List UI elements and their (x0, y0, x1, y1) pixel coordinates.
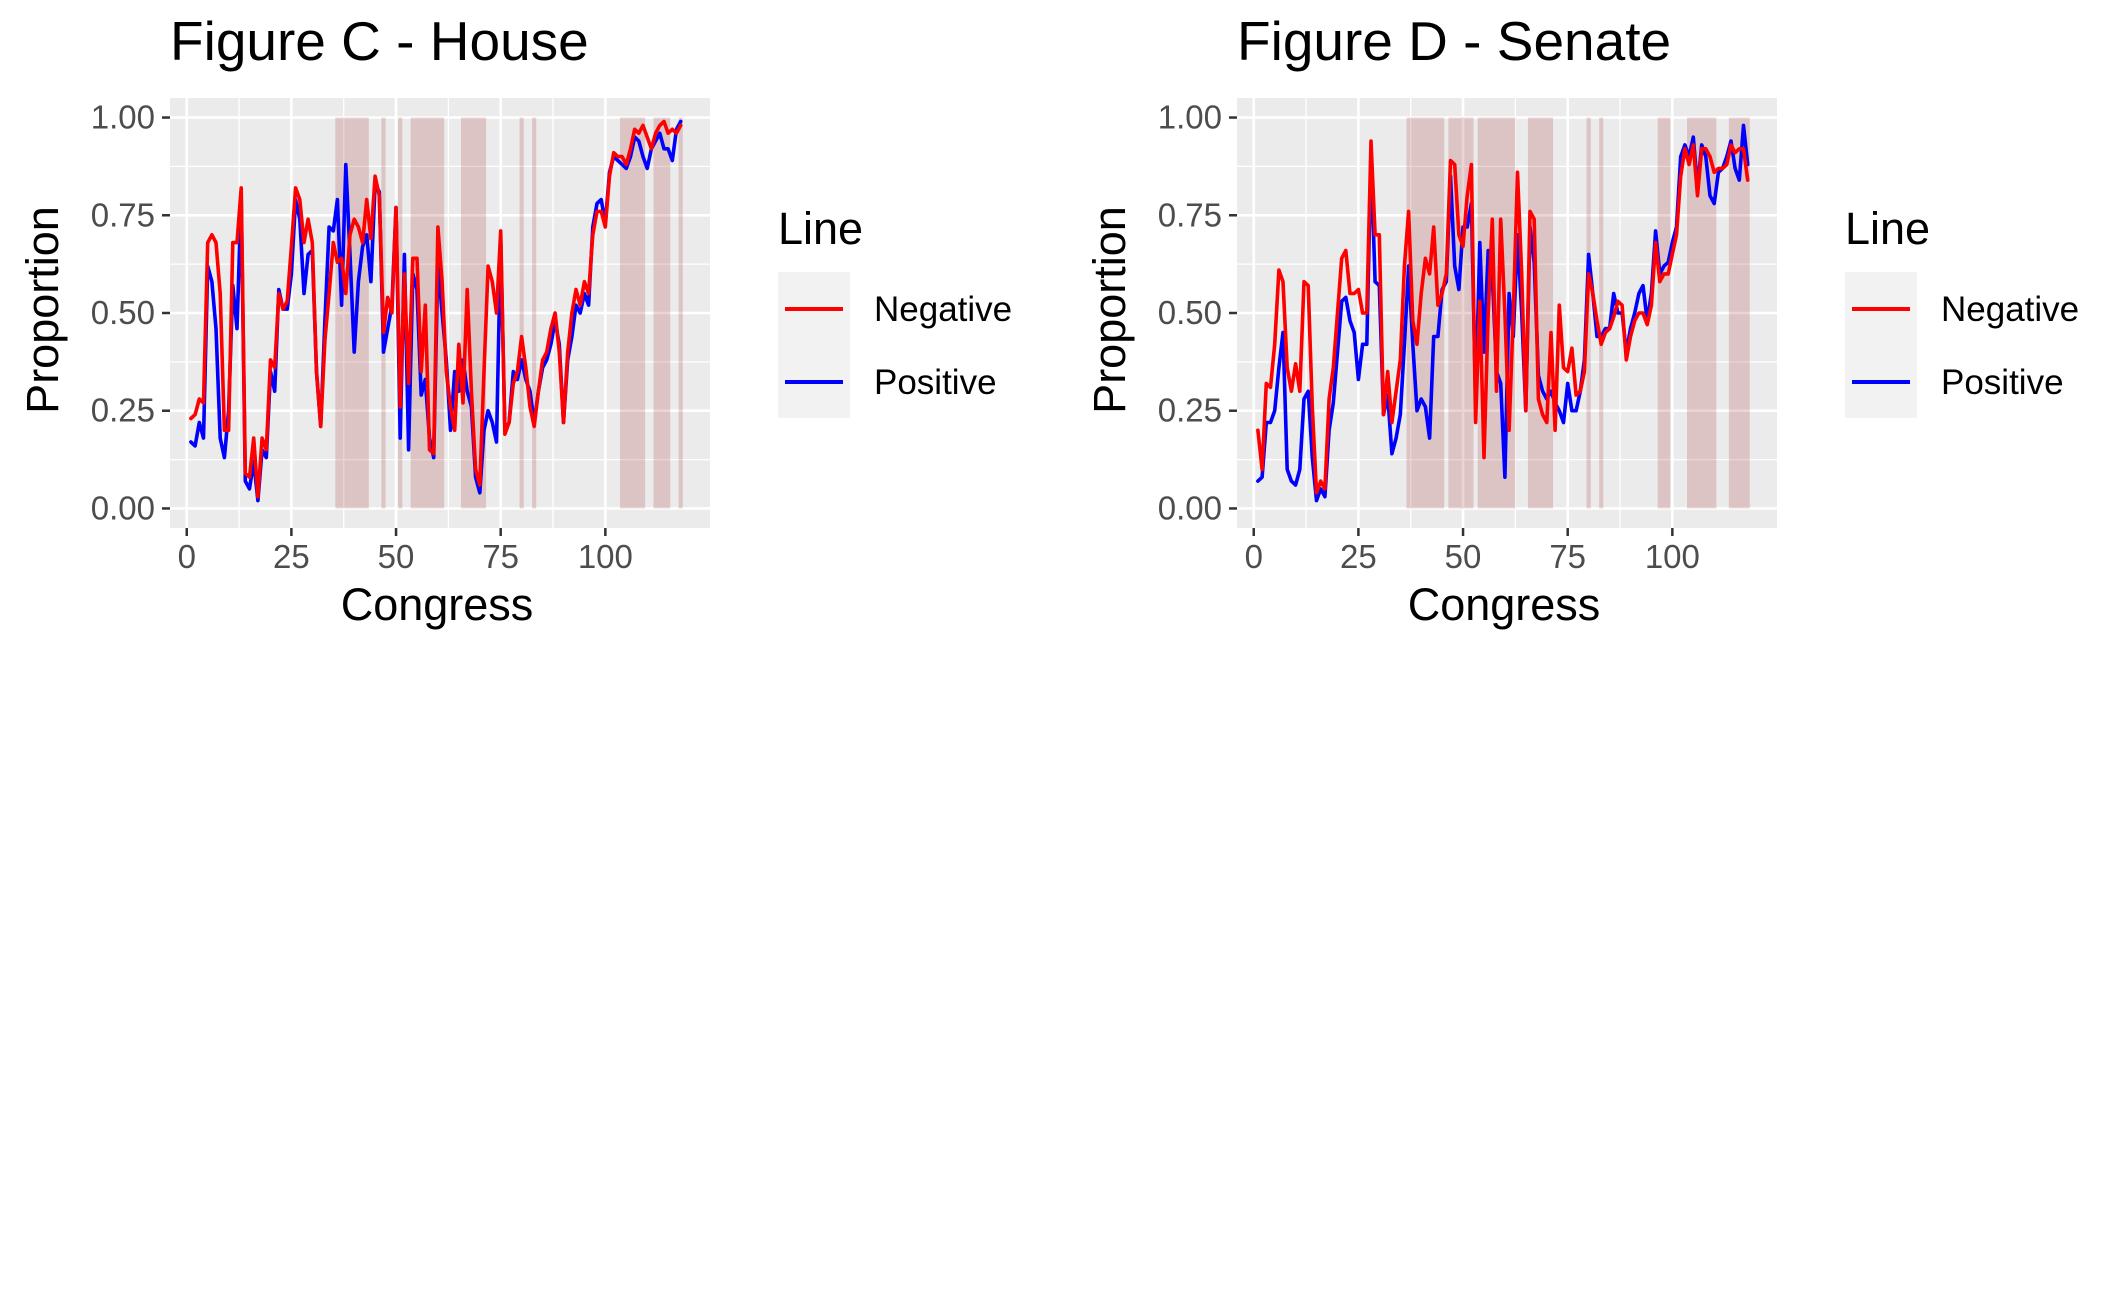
shaded-period (532, 117, 537, 509)
legend-senate: Line Negative Positive (1845, 203, 2079, 418)
x-tick-label: 25 (273, 538, 310, 575)
y-tick-label: 1.00 (91, 99, 155, 136)
x-tick-label: 100 (1645, 538, 1700, 575)
y-tick-label: 0.50 (91, 294, 155, 331)
legend-label-positive-house: Positive (874, 363, 997, 402)
y-axis-title-house: Proportion (17, 206, 68, 414)
shaded-period (1599, 117, 1604, 509)
plot-area-senate: 0 25 50 75 100 0.00 0.25 0.50 0.75 1.00 (1158, 98, 1777, 575)
x-tick-label: 25 (1340, 538, 1377, 575)
panel-house: Figure C - House 0 25 50 75 1000.000.250.500… (17, 10, 1012, 630)
shaded-period (620, 117, 646, 509)
chart-title-senate: Figure D - Senate (1237, 10, 1671, 72)
legend-key-background-house (778, 272, 850, 418)
shaded-period (1657, 117, 1671, 509)
x-tick-label: 100 (578, 538, 633, 575)
y-tick-label: 0.75 (91, 196, 155, 233)
y-tick-label: 1.00 (1158, 99, 1222, 136)
y-tick-label: 0.25 (91, 392, 155, 429)
legend-label-positive-senate: Positive (1941, 363, 2064, 402)
series-line-negative (1256, 139, 1750, 495)
legend-title-senate: Line (1845, 203, 1930, 254)
y-tick-label: 0.50 (1158, 294, 1222, 331)
legend-label-negative-senate: Negative (1941, 290, 2079, 329)
panel-senate: Figure D - Senate 0 25 50 75 100 0.00 0.25 0.50… (1084, 10, 2079, 630)
x-axis-title-senate: Congress (1408, 579, 1601, 630)
series-line-negative (189, 119, 683, 499)
x-tick-label: 75 (1549, 538, 1586, 575)
shaded-period (410, 117, 445, 509)
shaded-period (398, 117, 403, 509)
legend-label-negative-house: Negative (874, 290, 1012, 329)
legend-title-house: Line (778, 203, 863, 254)
shaded-period (653, 117, 671, 509)
x-tick-label: 50 (1445, 538, 1482, 575)
chart-title-house: Figure C - House (170, 10, 589, 72)
y-tick-label: 0.00 (1158, 489, 1222, 526)
shaded-period (1728, 117, 1750, 509)
x-tick-label: 0 (1245, 538, 1263, 575)
y-tick-label: 0.75 (1158, 196, 1222, 233)
shaded-period (519, 117, 524, 509)
y-tick-label: 0.00 (91, 489, 155, 526)
legend-key-background-senate (1845, 272, 1917, 418)
x-tick-label: 0 (178, 538, 196, 575)
y-tick-label: 0.25 (1158, 392, 1222, 429)
x-tick-label: 50 (378, 538, 415, 575)
x-axis-title-house: Congress (341, 579, 534, 630)
shaded-period (1527, 117, 1554, 509)
x-tick-label: 75 (482, 538, 519, 575)
legend-house: Line Negative Positive (778, 203, 1012, 418)
shaded-period (1687, 117, 1717, 509)
shaded-period (678, 117, 683, 509)
plot-area-house: 0 25 50 75 100 0.00 0.25 0.50 0.75 1.00 (91, 98, 710, 575)
series-line-positive (1256, 123, 1750, 503)
y-axis-title-senate: Proportion (1084, 206, 1135, 414)
